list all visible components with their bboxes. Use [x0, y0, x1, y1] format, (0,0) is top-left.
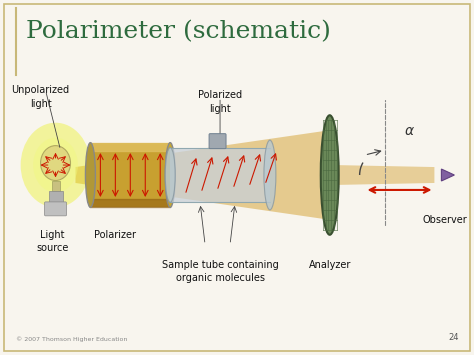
Text: Light
source: Light source [36, 230, 69, 253]
FancyBboxPatch shape [45, 202, 66, 216]
Ellipse shape [165, 143, 175, 207]
FancyBboxPatch shape [91, 143, 170, 207]
FancyBboxPatch shape [170, 148, 270, 202]
Ellipse shape [85, 143, 95, 207]
Text: Unpolarized
light: Unpolarized light [11, 85, 70, 109]
Ellipse shape [21, 123, 91, 207]
Text: Polarized
light: Polarized light [198, 90, 242, 114]
Text: Polarizer: Polarizer [94, 230, 137, 240]
Ellipse shape [165, 148, 175, 202]
Polygon shape [75, 130, 330, 220]
Text: α: α [404, 124, 414, 138]
FancyBboxPatch shape [209, 134, 226, 149]
Text: Polarimeter (schematic): Polarimeter (schematic) [26, 21, 330, 44]
Polygon shape [441, 169, 455, 181]
Ellipse shape [264, 140, 276, 210]
Ellipse shape [321, 115, 339, 235]
Text: Sample tube containing
organic molecules: Sample tube containing organic molecules [162, 260, 278, 283]
Ellipse shape [33, 138, 78, 192]
Text: 24: 24 [449, 333, 459, 342]
Text: Analyzer: Analyzer [309, 260, 351, 270]
Text: © 2007 Thomson Higher Education: © 2007 Thomson Higher Education [16, 337, 127, 342]
FancyBboxPatch shape [52, 181, 60, 191]
Text: Observer: Observer [422, 215, 467, 225]
Polygon shape [335, 165, 434, 185]
FancyBboxPatch shape [48, 191, 63, 203]
Ellipse shape [41, 146, 71, 180]
